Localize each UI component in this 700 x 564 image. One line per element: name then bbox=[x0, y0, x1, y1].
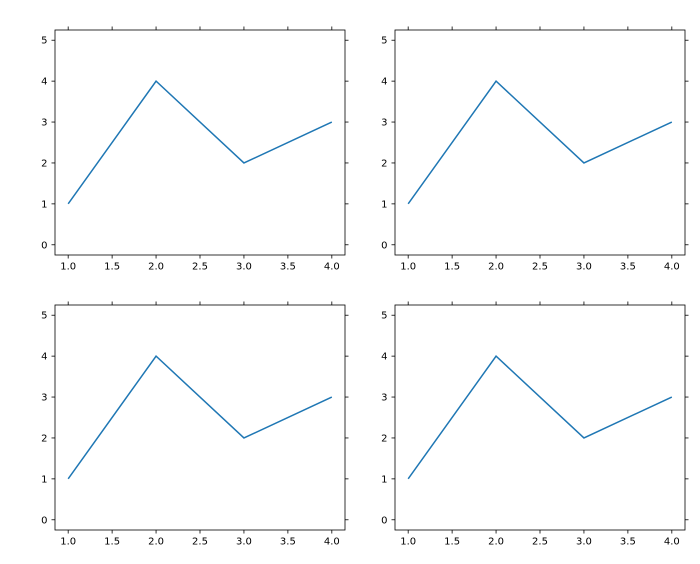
y-tick-label: 4 bbox=[381, 77, 387, 88]
y-tick-label: 5 bbox=[41, 36, 47, 47]
x-tick-label: 4.0 bbox=[664, 262, 680, 273]
y-tick-label: 3 bbox=[41, 393, 47, 404]
y-tick-label: 2 bbox=[41, 433, 47, 444]
x-tick-label: 2.0 bbox=[488, 262, 504, 273]
x-tick-label: 4.0 bbox=[324, 262, 340, 273]
x-tick-label: 3.5 bbox=[280, 262, 296, 273]
y-tick-label: 0 bbox=[381, 240, 387, 251]
x-tick-label: 3.5 bbox=[280, 537, 296, 548]
axes-background bbox=[55, 30, 345, 255]
axes-background bbox=[395, 305, 685, 530]
x-tick-label: 2.0 bbox=[488, 537, 504, 548]
x-tick-label: 1.0 bbox=[60, 262, 76, 273]
x-tick-label: 4.0 bbox=[664, 537, 680, 548]
axes-background bbox=[395, 30, 685, 255]
x-tick-label: 2.5 bbox=[532, 262, 548, 273]
x-tick-label: 1.0 bbox=[60, 537, 76, 548]
x-tick-label: 3.0 bbox=[236, 537, 252, 548]
y-tick-label: 4 bbox=[381, 352, 387, 363]
x-tick-label: 3.0 bbox=[576, 537, 592, 548]
y-tick-label: 3 bbox=[381, 118, 387, 129]
y-tick-label: 5 bbox=[381, 36, 387, 47]
subplot-1: 1.0 1.5 2.0 2.5 3.0 3.5 4.0 0 1 2 3 4 5 bbox=[381, 27, 688, 273]
x-tick-label: 3.5 bbox=[620, 537, 636, 548]
x-tick-label: 1.5 bbox=[444, 537, 460, 548]
y-tick-label: 2 bbox=[41, 158, 47, 169]
y-tick-label: 3 bbox=[381, 393, 387, 404]
x-tick-label: 1.5 bbox=[104, 537, 120, 548]
x-tick-label: 2.0 bbox=[148, 262, 164, 273]
x-tick-label: 1.5 bbox=[444, 262, 460, 273]
figure-svg: 1.0 1.5 2.0 2.5 3.0 3.5 4.0 0 1 2 3 4 5 1.0 1.5 2.0 2.5 3… bbox=[0, 0, 700, 560]
x-tick-label: 4.0 bbox=[324, 537, 340, 548]
x-tick-label: 3.0 bbox=[236, 262, 252, 273]
y-tick-label: 3 bbox=[41, 118, 47, 129]
y-tick-label: 5 bbox=[381, 311, 387, 322]
x-tick-label: 2.0 bbox=[148, 537, 164, 548]
y-tick-label: 1 bbox=[381, 474, 387, 485]
x-tick-label: 1.0 bbox=[400, 262, 416, 273]
y-tick-label: 2 bbox=[381, 433, 387, 444]
y-tick-label: 0 bbox=[381, 515, 387, 526]
x-tick-label: 1.0 bbox=[400, 537, 416, 548]
y-tick-label: 0 bbox=[41, 515, 47, 526]
y-tick-label: 0 bbox=[41, 240, 47, 251]
x-tick-label: 3.5 bbox=[620, 262, 636, 273]
subplot-0: 1.0 1.5 2.0 2.5 3.0 3.5 4.0 0 1 2 3 4 5 bbox=[41, 27, 348, 273]
x-tick-label: 3.0 bbox=[576, 262, 592, 273]
y-tick-label: 1 bbox=[41, 199, 47, 210]
y-tick-label: 1 bbox=[41, 474, 47, 485]
figure: 1.0 1.5 2.0 2.5 3.0 3.5 4.0 0 1 2 3 4 5 1.0 1.5 2.0 2.5 3… bbox=[0, 0, 700, 560]
y-tick-label: 4 bbox=[41, 352, 47, 363]
x-tick-label: 2.5 bbox=[532, 537, 548, 548]
x-tick-label: 2.5 bbox=[192, 537, 208, 548]
y-tick-label: 4 bbox=[41, 77, 47, 88]
x-tick-label: 2.5 bbox=[192, 262, 208, 273]
subplot-3: 1.0 1.5 2.0 2.5 3.0 3.5 4.0 0 1 2 3 4 5 bbox=[381, 302, 688, 548]
x-tick-label: 1.5 bbox=[104, 262, 120, 273]
y-tick-label: 1 bbox=[381, 199, 387, 210]
y-tick-label: 5 bbox=[41, 311, 47, 322]
axes-background bbox=[55, 305, 345, 530]
y-tick-label: 2 bbox=[381, 158, 387, 169]
subplot-2: 1.0 1.5 2.0 2.5 3.0 3.5 4.0 0 1 2 3 4 5 bbox=[41, 302, 348, 548]
